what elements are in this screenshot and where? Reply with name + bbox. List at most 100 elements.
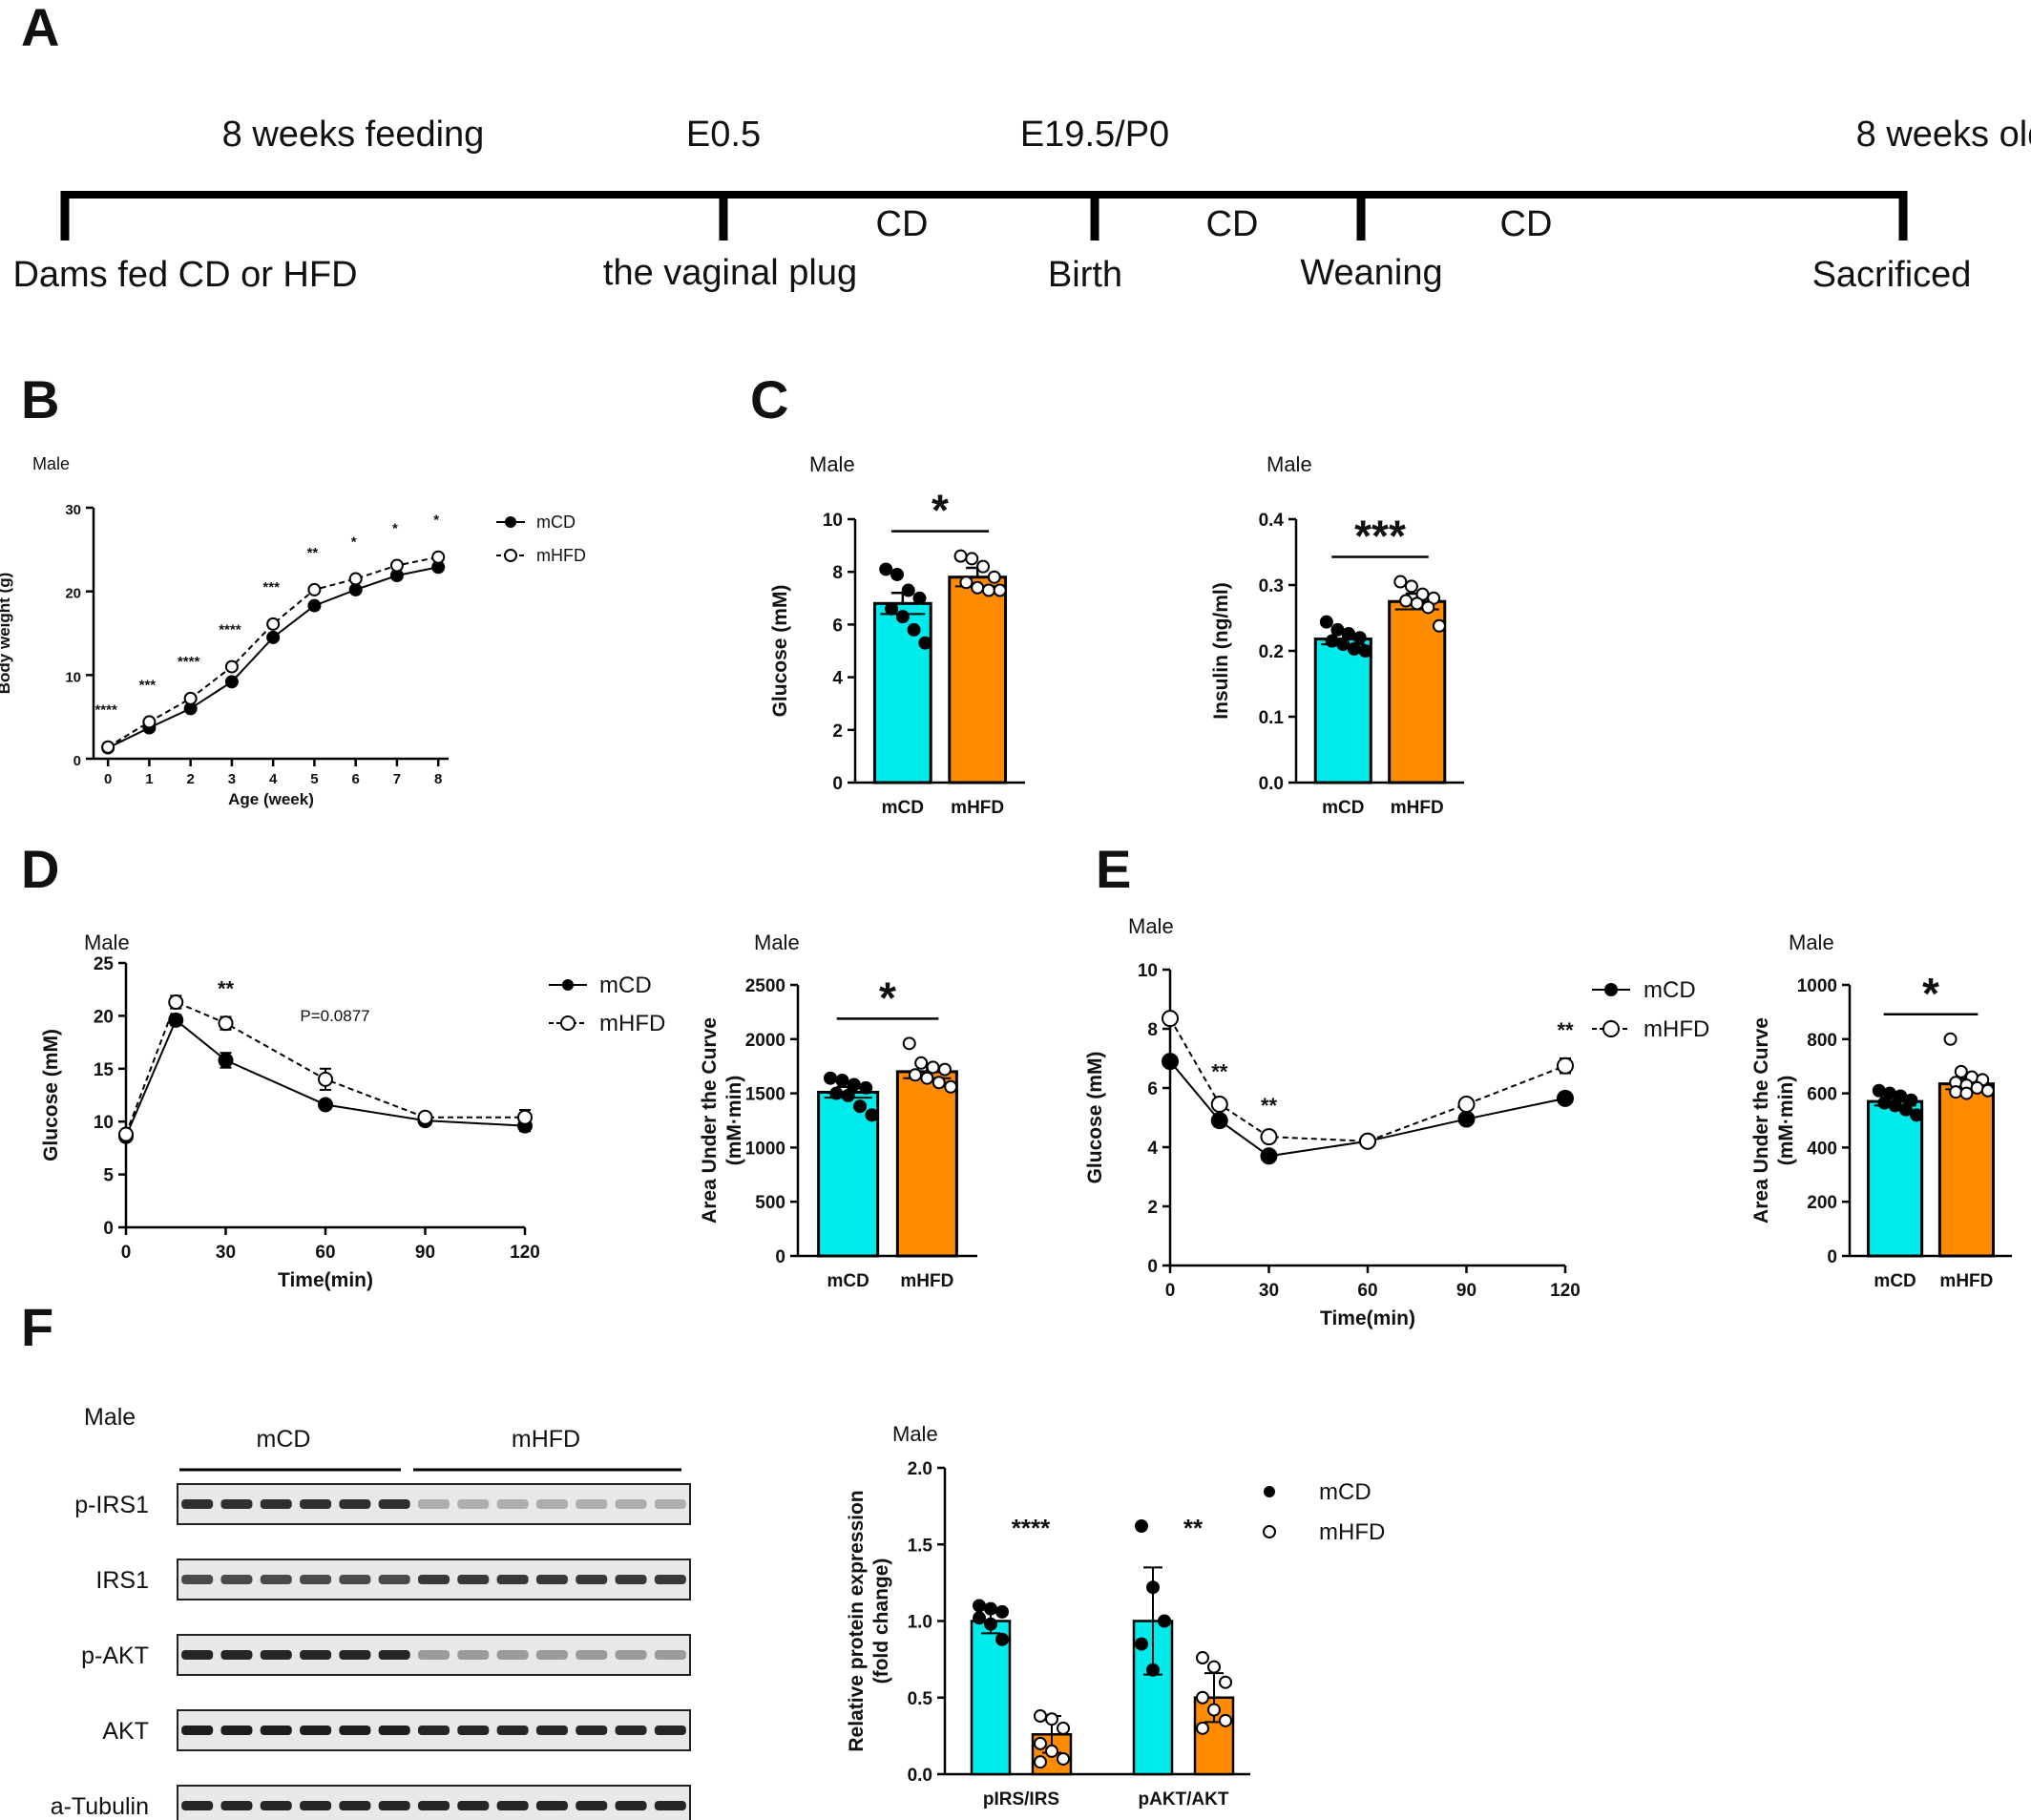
y-axis-title-line-E2: (mM·min) (1775, 1076, 1797, 1165)
data-point-F-pIRS/IRS-mHFD (1034, 1755, 1047, 1769)
data-point-D2-mCD (829, 1086, 844, 1100)
timeline-below-sacrificed: Sacrificed (1812, 255, 1972, 295)
legend-d-mcd-marker (562, 979, 574, 991)
panel-d-gtt-line-chart: mCD mHFD Male 0 5 10 15 20 25 Glucose (mM) 0 30 60… (40, 931, 665, 1291)
y-tick-label-F: 1.5 (908, 1536, 933, 1556)
x-tick-label-F: pAKT/AKT (1139, 1789, 1229, 1810)
y-tick-label-E2: 600 (1807, 1085, 1837, 1105)
data-point-D1-mHFD (118, 1126, 134, 1142)
data-point-F-pIRS/IRS-mHFD (1034, 1709, 1047, 1724)
y-axis-title-F: Relative protein expression (fold change) (846, 1490, 892, 1751)
data-point-D1-mHFD (318, 1071, 333, 1087)
blot-band (181, 1575, 214, 1584)
blot-band (260, 1575, 292, 1584)
panel-letter-b: B (21, 369, 59, 429)
y-tick-label-C2: 0.1 (1259, 708, 1285, 728)
x-tick-label-E2: mHFD (1939, 1271, 1993, 1291)
y-tick-label-E2: 0 (1827, 1247, 1837, 1267)
data-point-C2-mHFD (1404, 579, 1418, 594)
data-point-E1-mHFD (1557, 1056, 1574, 1075)
x-tick-label-B: 7 (393, 771, 401, 787)
data-point-F-pAKT/AKT-mHFD (1207, 1703, 1221, 1717)
blot-row-label: IRS1 (95, 1567, 149, 1594)
data-point-C1-mHFD (993, 583, 1007, 597)
blot-band (300, 1801, 332, 1810)
x-tick-label-B: 5 (310, 771, 318, 787)
data-point-C1-mHFD (971, 580, 985, 595)
bar-D2-mHFD (895, 1070, 958, 1258)
y-axis-title-line-D2: (mM·min) (723, 1076, 745, 1165)
y-tick-label-D1: 5 (103, 1166, 114, 1186)
blot-band (339, 1801, 371, 1810)
x-tick-label-E1: 0 (1165, 1281, 1176, 1301)
data-point-F-pAKT/AKT-mHFD (1219, 1675, 1232, 1689)
blot-band (496, 1499, 529, 1509)
y-axis-title-line-D1: Glucose (mM) (40, 1029, 62, 1161)
x-tick-label-E1: 30 (1259, 1281, 1279, 1301)
y-tick-label-D1: 10 (94, 1113, 114, 1133)
data-point-D2-mCD (824, 1071, 838, 1085)
x-tick-label-B: 0 (104, 771, 112, 787)
x-tick-label-B: 3 (228, 771, 236, 787)
y-axis-title-line-E1: Glucose (mM) (1084, 1052, 1106, 1184)
data-point-C2-mCD (1352, 631, 1367, 645)
data-point-E2-mCD (1910, 1108, 1924, 1122)
x-axis-title-D1: Time(min) (278, 1269, 373, 1291)
sex-label-D2: Male (754, 931, 800, 954)
y-tick-label-B: 0 (73, 753, 81, 769)
data-point-C2-mCD (1342, 627, 1356, 641)
timeline-below-dams: Dams fed CD or HFD (12, 255, 357, 295)
panel-letter-f: F (21, 1297, 53, 1357)
blot-band (339, 1499, 371, 1509)
bar-C1-mCD (872, 601, 932, 784)
annotation-E1: ** (1557, 1018, 1574, 1042)
data-point-F-pAKT/AKT-mCD (1158, 1614, 1171, 1628)
data-point-D1-mCD (168, 1012, 184, 1028)
y-axis-title-line-B: Body weight (g) (0, 573, 13, 694)
data-point-E1-mHFD (1210, 1096, 1228, 1114)
x-tick-label-C2: mCD (1322, 798, 1364, 818)
blot-group-mhfd: mHFD (512, 1426, 580, 1453)
bar-C2-mCD (1313, 638, 1372, 784)
y-tick-label-C1: 8 (832, 563, 843, 583)
blot-band (535, 1726, 568, 1735)
data-point-C2-mCD (1347, 641, 1361, 656)
panel-b-body-weight-chart: Male mCD mHFD 0 10 20 30 Body weight (g) 0 1 2 3… (0, 454, 586, 808)
blot-band (339, 1575, 371, 1584)
data-point-F-pAKT/AKT-mHFD (1207, 1660, 1221, 1674)
significance-B: *** (262, 579, 280, 596)
legend-f-mhfd: mHFD (1319, 1519, 1385, 1545)
legend-e-mhfd-marker (1602, 1020, 1620, 1037)
y-axis-title-C1: Glucose (mM) (769, 585, 791, 718)
significance-B: * (433, 513, 439, 529)
x-tick-label-B: 2 (186, 771, 194, 787)
bar-E2-mCD (1867, 1099, 1924, 1258)
blot-band (535, 1575, 568, 1584)
y-tick-label-C1: 4 (832, 669, 843, 689)
data-point-D2-mHFD (920, 1071, 934, 1085)
timeline-segment-2: CD (1206, 204, 1259, 244)
y-tick-label-D1: 0 (103, 1219, 114, 1239)
data-point-C1-mCD (907, 622, 921, 637)
data-point-E1-mHFD (1162, 1010, 1179, 1028)
data-point-B-mHFD (142, 715, 157, 729)
blot-band (378, 1499, 410, 1509)
data-point-F-pAKT/AKT-mHFD (1219, 1713, 1232, 1727)
y-tick-label-D2: 1000 (745, 1139, 785, 1159)
blot-band (417, 1726, 450, 1735)
blot-band (378, 1726, 410, 1735)
data-point-C1-mCD (901, 583, 915, 597)
data-point-B-mHFD (431, 550, 446, 564)
sex-label-C1: Male (809, 452, 855, 476)
data-point-F-pIRS/IRS-mCD (995, 1604, 1009, 1619)
legend-e-mcd: mCD (1644, 977, 1696, 1003)
blot-band (457, 1650, 490, 1660)
panel-f-protein-bar-chart: mCD mHFD Male 0.0 0.5 1.0 1.5 2.0 Relative pro… (846, 1422, 1385, 1810)
data-point-C1-mCD (890, 567, 904, 581)
blot-band (220, 1499, 253, 1509)
x-tick-label-C1: mHFD (951, 798, 1004, 818)
data-point-E1-mCD (1557, 1089, 1574, 1107)
series-line-E1-mHFD (1169, 1017, 1566, 1142)
legend-d-mcd: mCD (599, 973, 652, 998)
blot-band (457, 1726, 490, 1735)
